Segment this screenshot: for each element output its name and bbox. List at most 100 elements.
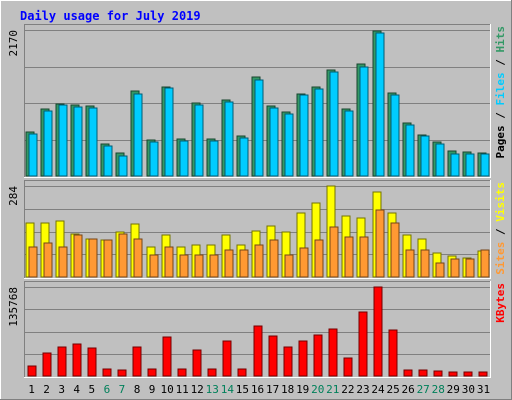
chart-panels: 2170 Pages / Files / Hits 284 Sites / Visit… (7, 24, 507, 378)
bar (239, 137, 249, 177)
bar (373, 286, 383, 377)
y-max-label: 135768 (7, 287, 20, 327)
x-tick-label: 19 (296, 383, 309, 396)
x-tick-label: 27 (417, 383, 430, 396)
bar (314, 88, 324, 177)
bar (299, 247, 309, 278)
x-tick-label: 23 (356, 383, 369, 396)
legend-pages: Pages (494, 125, 507, 158)
bar (450, 258, 460, 278)
bar (179, 140, 189, 177)
bar (118, 155, 128, 177)
x-tick-label: 16 (251, 383, 264, 396)
bar (133, 238, 143, 278)
bar (164, 246, 174, 278)
bar (179, 254, 189, 278)
bar (359, 236, 369, 278)
bar (405, 124, 415, 177)
bar (284, 113, 294, 177)
bar (147, 368, 157, 377)
bar (358, 311, 368, 377)
bar (390, 222, 400, 278)
bar (194, 104, 204, 177)
bar (88, 238, 98, 278)
bar (222, 340, 232, 377)
bar (480, 249, 490, 278)
bar (88, 107, 98, 177)
panel-visits-sites: 284 Sites / Visits (7, 180, 507, 279)
bar (207, 368, 217, 377)
bar (344, 236, 354, 278)
bar (194, 254, 204, 278)
x-tick-label: 3 (58, 383, 65, 396)
panel-legend: Pages / Files / Hits (494, 26, 507, 159)
bar (254, 79, 264, 177)
bar (162, 336, 172, 377)
bar (239, 249, 249, 278)
x-tick-label: 29 (447, 383, 460, 396)
bar (420, 135, 430, 177)
bar (27, 365, 37, 377)
bar (329, 226, 339, 278)
x-tick-label: 30 (462, 383, 475, 396)
bar (283, 346, 293, 377)
x-tick-label: 12 (191, 383, 204, 396)
x-tick-label: 1 (28, 383, 35, 396)
x-tick-label: 10 (160, 383, 173, 396)
panel-hits-files-pages: 2170 Pages / Files / Hits (7, 24, 507, 178)
bar (149, 141, 159, 177)
bar (28, 133, 38, 177)
bar (375, 32, 385, 177)
x-tick-label: 4 (73, 383, 80, 396)
x-tick-label: 13 (206, 383, 219, 396)
x-tick-label: 11 (176, 383, 189, 396)
x-axis-labels: 1 2 3 4 5 6 7 8 9 10 11 12 13 14 15 16 17 18 19 20 21 22 23 24 2… (28, 383, 490, 396)
panel-legend: KBytes (494, 283, 507, 323)
x-tick-label: 17 (266, 383, 279, 396)
bar (375, 209, 385, 278)
bar (405, 249, 415, 278)
y-max-label: 2170 (7, 30, 20, 57)
bar (58, 104, 68, 177)
bar (209, 140, 219, 177)
x-tick-label: 15 (236, 383, 249, 396)
bar (58, 246, 68, 278)
bar (253, 325, 263, 377)
bar (465, 153, 475, 177)
bar (43, 242, 53, 278)
x-tick-label: 14 (221, 383, 235, 396)
x-tick-label: 21 (326, 383, 339, 396)
bar (328, 328, 338, 377)
bar (480, 153, 490, 177)
x-tick-label: 6 (104, 383, 111, 396)
x-tick-label: 22 (341, 383, 354, 396)
x-tick-label: 18 (281, 383, 294, 396)
legend-kbytes: KBytes (494, 283, 507, 323)
x-tick-label: 9 (149, 383, 156, 396)
bar (344, 110, 354, 177)
bar (28, 246, 38, 278)
bar (209, 254, 219, 278)
legend-sites: Sites (494, 242, 507, 275)
bar (269, 239, 279, 278)
series-kbytes (27, 286, 488, 377)
bar (73, 234, 83, 278)
legend-visits: Visits (494, 182, 507, 222)
x-tick-label: 2 (43, 383, 50, 396)
bar (254, 244, 264, 278)
bar (133, 93, 143, 177)
bar (420, 249, 430, 278)
x-tick-label: 8 (134, 383, 141, 396)
bar (465, 258, 475, 278)
bar (164, 87, 174, 177)
bar (284, 254, 294, 278)
bar (103, 239, 113, 278)
bar (42, 352, 52, 377)
bar (103, 145, 113, 177)
series-files (28, 32, 490, 177)
bar (117, 369, 127, 377)
x-tick-label: 5 (88, 383, 95, 396)
panel-kbytes: 135768 KBytes (7, 281, 507, 378)
bar (343, 357, 353, 377)
